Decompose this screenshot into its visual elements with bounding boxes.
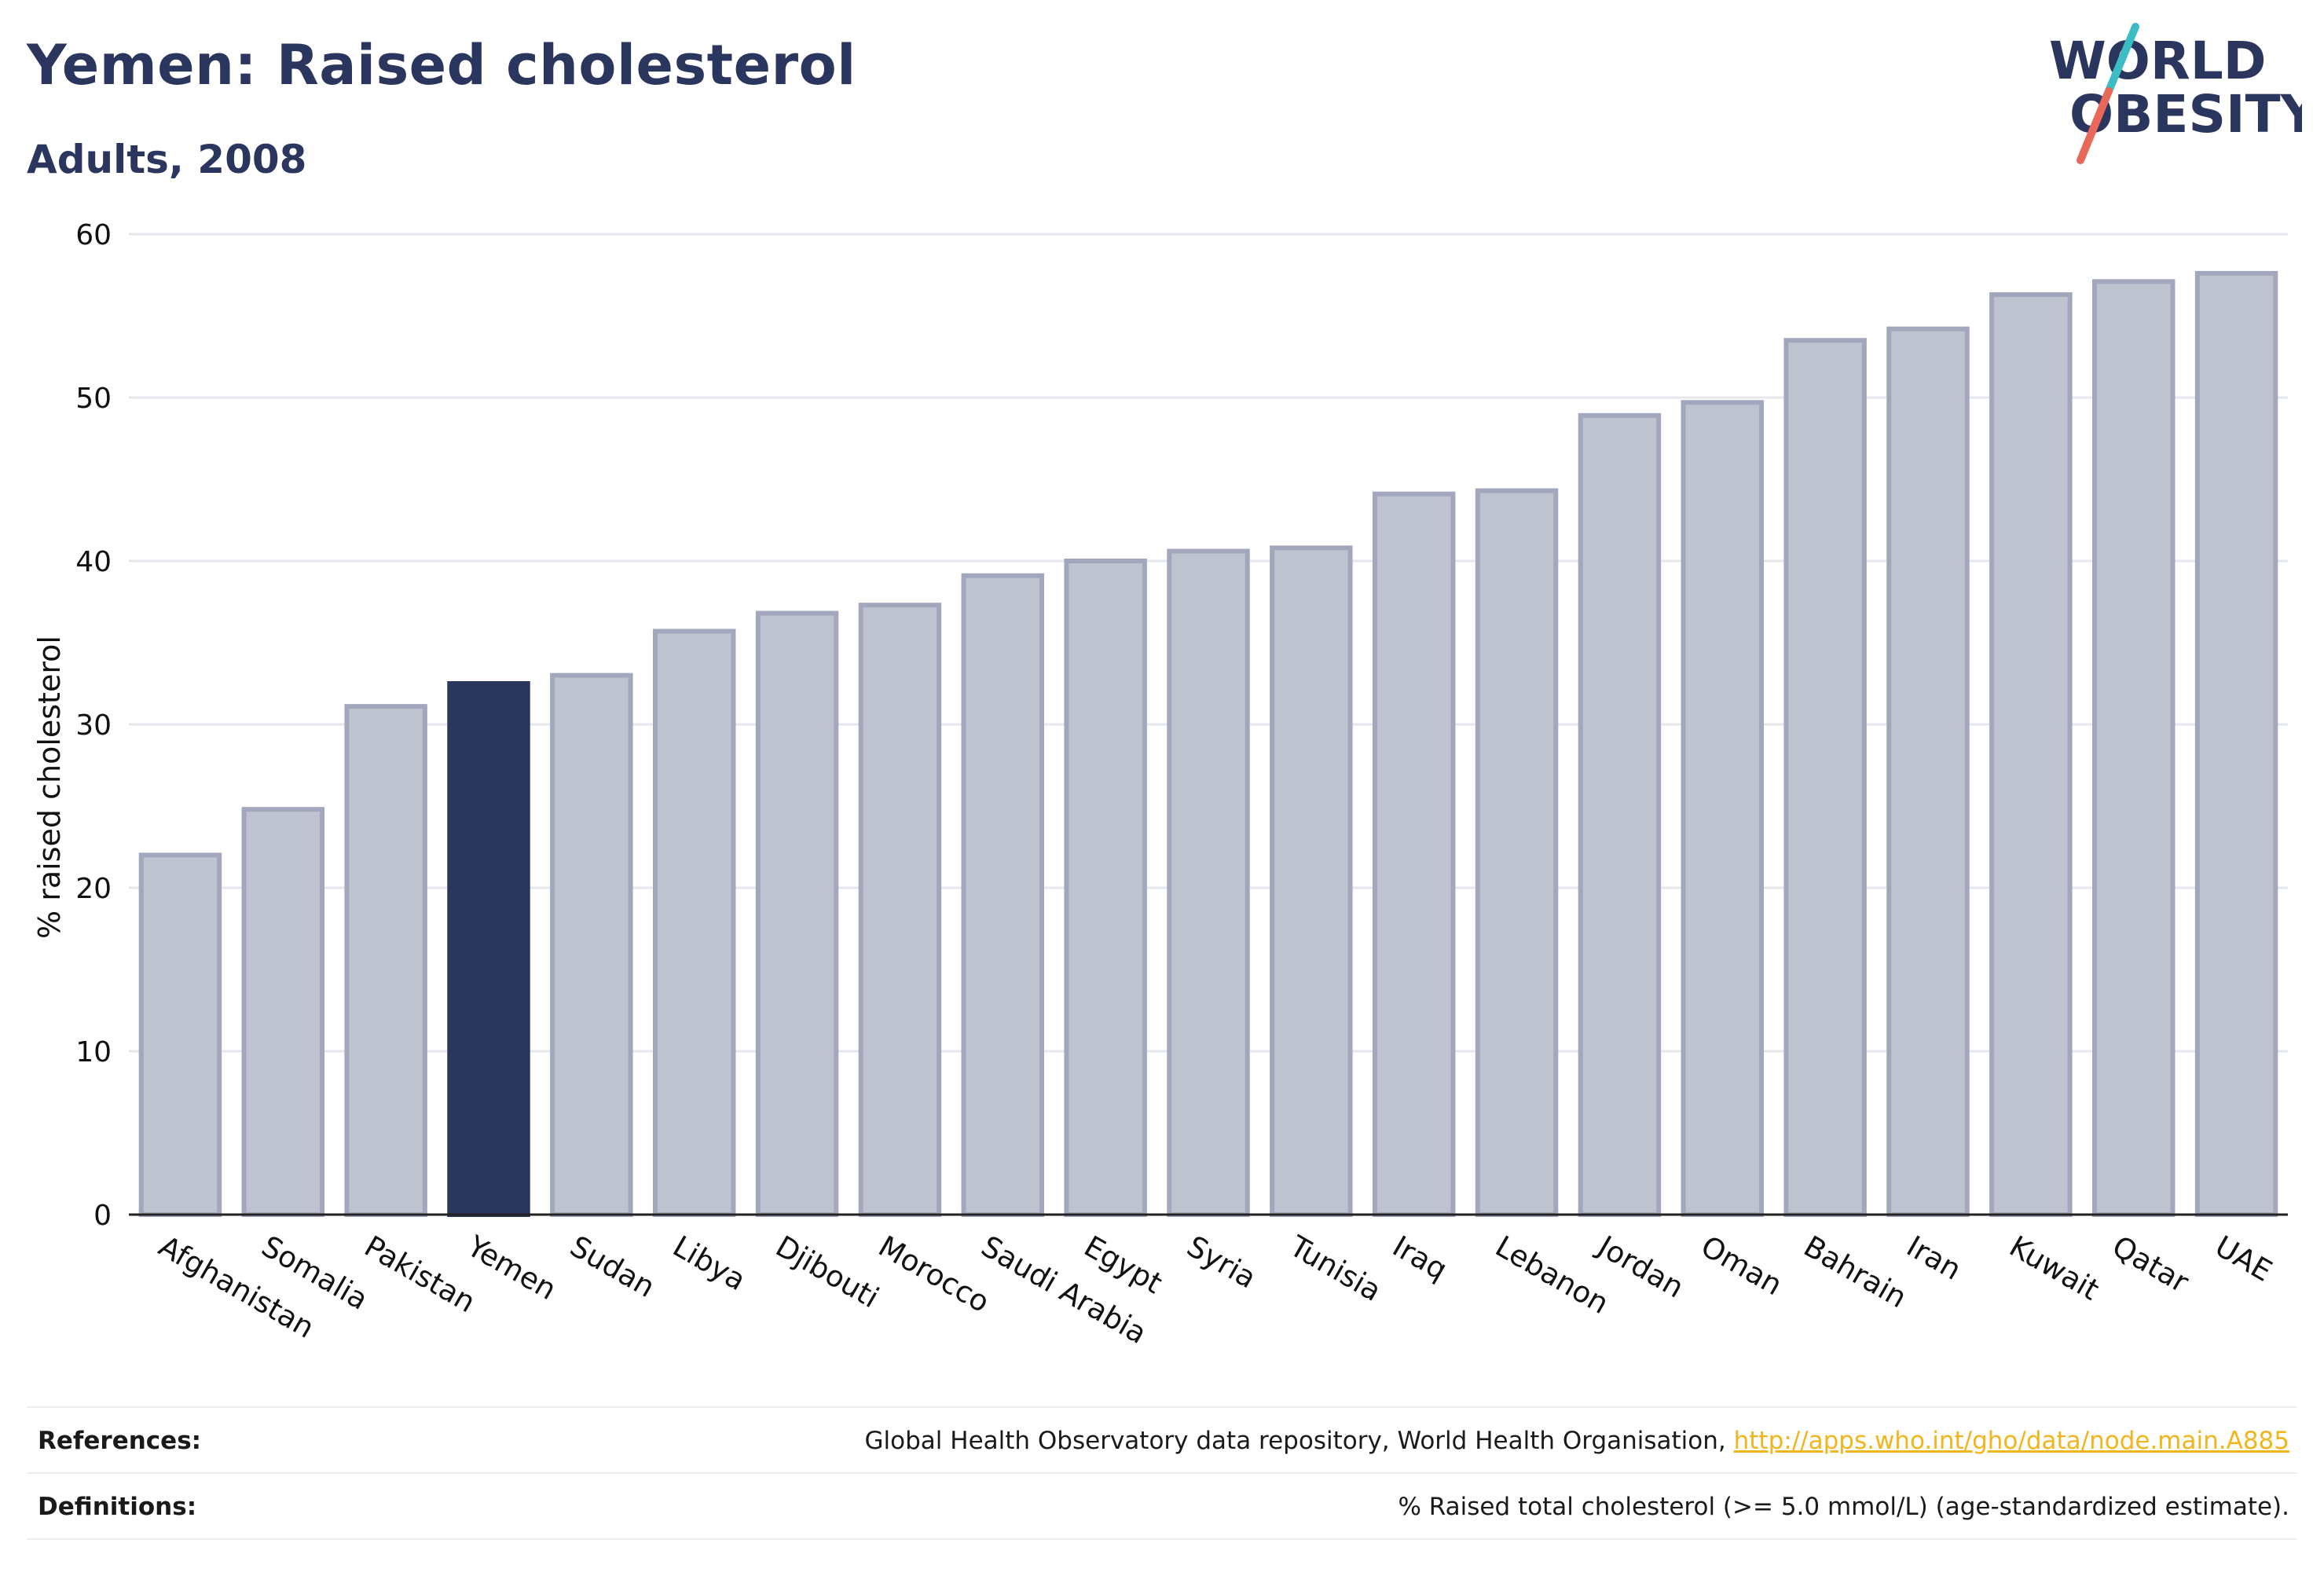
- references-link[interactable]: http://apps.who.int/gho/data/node.main.A…: [1733, 1427, 2289, 1455]
- logo-slash-red: [2077, 87, 2113, 164]
- y-tick-label: 40: [75, 546, 112, 578]
- bar-qatar: [2091, 279, 2176, 1218]
- references-row: References: Global Health Observatory da…: [27, 1409, 2297, 1472]
- x-tick-label: UAE: [2209, 1230, 2278, 1288]
- footer-divider-middle: [27, 1472, 2297, 1474]
- bar-pakistan: [344, 704, 427, 1217]
- x-tick-label: Djibouti: [770, 1230, 885, 1315]
- definitions-row: Definitions: % Raised total cholesterol …: [27, 1475, 2297, 1538]
- definitions-label: Definitions:: [38, 1493, 197, 1521]
- y-tick-label: 30: [75, 709, 112, 742]
- bar-saudi-arabia: [961, 573, 1045, 1217]
- bar-tunisia: [1270, 545, 1353, 1217]
- footer-divider-top: [27, 1406, 2297, 1408]
- bar-oman: [1681, 400, 1765, 1217]
- bar-morocco: [858, 603, 942, 1217]
- x-tick-label: Sudan: [564, 1230, 660, 1305]
- logo-slash-teal: [2105, 23, 2139, 95]
- bar-yemen: [447, 681, 530, 1217]
- logo-word-world: WORLD: [2049, 31, 2267, 91]
- references-value: Global Health Observatory data repositor…: [865, 1427, 2297, 1455]
- bar-jordan: [1578, 412, 1662, 1217]
- bar-syria: [1167, 548, 1250, 1217]
- page-subtitle: Adults, 2008: [27, 137, 307, 182]
- y-tick-label: 10: [75, 1036, 112, 1068]
- x-tick-label: Pakistan: [359, 1230, 482, 1320]
- bars: [129, 270, 2288, 1218]
- bar-libya: [652, 629, 736, 1217]
- bar-iraq: [1372, 491, 1456, 1217]
- y-tick-label: 60: [75, 219, 112, 251]
- bar-somalia: [241, 807, 325, 1218]
- y-tick-label: 0: [93, 1200, 112, 1232]
- y-tick-labels: 0 10 20 30 40 50 60: [75, 219, 112, 1232]
- bar-djibouti: [755, 610, 839, 1217]
- y-tick-label: 50: [75, 383, 112, 415]
- references-label: References:: [38, 1427, 202, 1455]
- bar-bahrain: [1783, 338, 1867, 1218]
- bar-kuwait: [1989, 291, 2073, 1218]
- world-obesity-logo: WORLD OBESITY: [2049, 23, 2302, 164]
- x-tick-label: Syria: [1182, 1230, 1263, 1296]
- bar-sudan: [550, 673, 633, 1217]
- definitions-value: % Raised total cholesterol (>= 5.0 mmol/…: [1398, 1493, 2289, 1521]
- bar-egypt: [1064, 559, 1147, 1217]
- x-tick-label: Qatar: [2106, 1230, 2194, 1300]
- bar-chart: 0 10 20 30 40 50 60 AfghanistanSomaliaPakistan…: [32, 219, 2288, 1351]
- bar-iran: [1886, 326, 1970, 1217]
- bar-uae: [2194, 270, 2278, 1217]
- references-text: Global Health Observatory data repositor…: [864, 1427, 1734, 1455]
- footer-divider-bottom: [27, 1538, 2297, 1540]
- x-tick-label: Oman: [1695, 1230, 1788, 1303]
- y-tick-label: 20: [75, 873, 112, 905]
- x-tick-label: Libya: [667, 1230, 751, 1298]
- x-tick-label: Iran: [1901, 1230, 1967, 1287]
- bar-lebanon: [1475, 488, 1559, 1217]
- x-tick-label: Iraq: [1387, 1230, 1453, 1287]
- x-tick-label: Tunisia: [1283, 1229, 1387, 1308]
- x-tick-label: Kuwait: [2003, 1230, 2105, 1307]
- bar-afghanistan: [138, 852, 222, 1218]
- x-tick-label: Morocco: [873, 1230, 995, 1320]
- x-tick-label: Bahrain: [1798, 1230, 1912, 1315]
- x-tick-label: Lebanon: [1490, 1230, 1615, 1321]
- y-axis-label: % raised cholesterol: [32, 636, 67, 939]
- page-title: Yemen: Raised cholesterol: [27, 33, 856, 97]
